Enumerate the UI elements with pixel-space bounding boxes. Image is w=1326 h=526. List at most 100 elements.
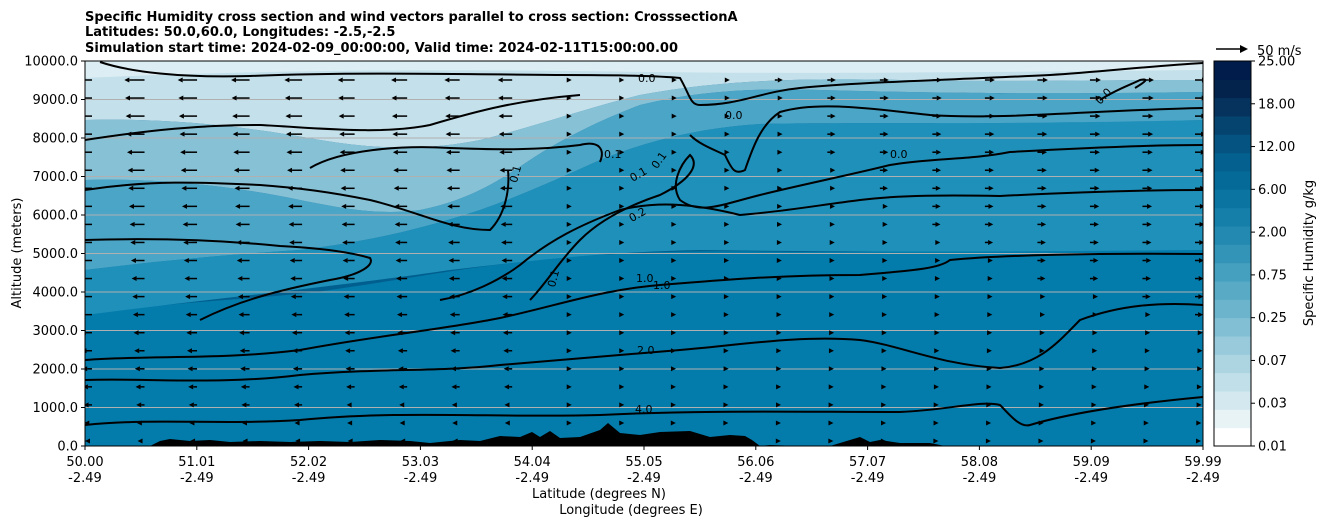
wind-vector-arrowhead-icon xyxy=(135,384,141,390)
wind-vector-arrowhead-icon xyxy=(936,149,942,155)
wind-vector-arrowhead-icon xyxy=(451,384,457,390)
wind-vector-arrowhead-icon xyxy=(776,276,782,282)
wind-vector-arrowhead-icon xyxy=(1198,294,1203,300)
wind-vector-arrowhead-icon xyxy=(292,348,298,354)
wind-vector-arrowhead-icon xyxy=(447,221,453,227)
humidity-fill-band-1 xyxy=(85,250,1203,446)
y-tick-label: 0.0 xyxy=(57,440,78,455)
wind-vector-arrowhead-icon xyxy=(444,95,450,101)
wind-vector-arrowhead-icon xyxy=(671,149,677,155)
wind-vector-arrowhead-icon xyxy=(828,420,834,426)
wind-vector-arrowhead-icon xyxy=(180,149,186,155)
wind-vector-arrowhead-icon xyxy=(236,239,242,245)
wind-vector-arrowhead-icon xyxy=(566,438,572,444)
wind-vector-arrowhead-icon xyxy=(79,294,84,299)
wind-vector-arrowhead-icon xyxy=(134,348,140,354)
wind-vector-arrowhead-icon xyxy=(1039,366,1045,372)
contour-label-1-0-b: 1.0 xyxy=(653,279,671,292)
wind-vector-arrowhead-icon xyxy=(1145,330,1151,336)
wind-vector-arrowhead-icon xyxy=(619,113,625,119)
wind-vector-arrowhead-icon xyxy=(132,294,138,300)
wind-vector-arrowhead-icon xyxy=(724,167,730,173)
wind-vector-arrowhead-icon xyxy=(177,77,183,83)
wind-vector-arrowhead-icon xyxy=(185,294,191,300)
wind-vector-arrowhead-icon xyxy=(130,239,136,245)
wind-vector-arrowhead-icon xyxy=(341,203,347,209)
x-tick-label-lon: -2.49 xyxy=(515,471,549,486)
wind-vector-arrowhead-icon xyxy=(232,131,238,137)
colorbar-tick-label: 0.75 xyxy=(1258,268,1287,283)
wind-vector-arrowhead-icon xyxy=(342,239,348,245)
wind-vector-arrowhead-icon xyxy=(987,258,993,263)
wind-vector-arrowhead-icon xyxy=(504,402,510,408)
contour-lines xyxy=(85,61,1203,427)
wind-vector-arrowhead-icon xyxy=(883,113,889,119)
wind-vector-arrowhead-icon xyxy=(446,149,452,155)
wind-vector-arrowhead-icon xyxy=(183,258,189,263)
wind-vector-arrowhead-icon xyxy=(504,420,510,426)
wind-vector-arrowhead-icon xyxy=(452,438,458,444)
wind-vector-arrowhead-icon xyxy=(498,131,504,137)
wind-vector-arrowhead-icon xyxy=(399,420,405,426)
colorbar: 0.01 0.03 0.07 0.25 0.75 2.00 6.00 12.00 18.00 25… xyxy=(1213,55,1317,455)
wind-vector-arrowhead-icon xyxy=(291,312,297,318)
wind-vector-arrowhead-icon xyxy=(451,366,457,372)
wind-vector-arrowhead-icon xyxy=(1092,348,1098,354)
wind-vector-arrowhead-icon xyxy=(1093,221,1099,227)
wind-vector-arrowhead-icon xyxy=(619,384,625,390)
wind-vector-arrowhead-icon xyxy=(1042,95,1048,101)
wind-vectors xyxy=(79,77,1203,444)
wind-vector-arrowhead-icon xyxy=(1196,384,1202,390)
wind-vector-arrowhead-icon xyxy=(882,221,888,227)
wind-vector-arrowhead-icon xyxy=(288,221,294,227)
colorbar-step xyxy=(1214,409,1251,429)
x-tick-label-lon: -2.49 xyxy=(963,471,997,486)
wind-vector-arrowhead-icon xyxy=(498,113,504,119)
contour-0-1-west xyxy=(85,238,372,321)
wind-vector-arrowhead-icon xyxy=(130,258,136,263)
wind-vector-arrowhead-icon xyxy=(1197,330,1203,336)
wind-vector-arrowhead-icon xyxy=(127,167,133,173)
wind-vector-arrowhead-icon xyxy=(830,149,836,155)
wind-vector-arrowhead-icon xyxy=(1038,402,1044,408)
wind-vector-arrowhead-icon xyxy=(776,330,782,336)
wind-vector-arrowhead-icon xyxy=(128,185,134,191)
wind-vector-arrowhead-icon xyxy=(566,420,572,426)
wind-vector-arrowhead-icon xyxy=(777,113,783,119)
wind-vector-arrowhead-icon xyxy=(1042,77,1048,83)
wind-vector-arrowhead-icon xyxy=(1091,384,1097,390)
wind-vector-arrowhead-icon xyxy=(829,330,835,336)
wind-vector-arrowhead-icon xyxy=(1144,366,1150,372)
wind-vector-arrowhead-icon xyxy=(234,185,240,191)
wind-vector-arrowhead-icon xyxy=(988,203,994,209)
wind-vector-arrowhead-icon xyxy=(182,221,188,227)
wind-vector-arrowhead-icon xyxy=(393,167,399,173)
wind-vector-arrowhead-icon xyxy=(1040,276,1046,282)
wind-vector-arrowhead-icon xyxy=(671,185,677,191)
x-tick-label-lat: 54.04 xyxy=(514,455,551,470)
wind-vector-arrowhead-icon xyxy=(1039,384,1045,390)
wind-vector-arrowhead-icon xyxy=(294,402,300,408)
wind-vector-arrowhead-icon xyxy=(566,185,572,191)
wind-vector-arrowhead-icon xyxy=(499,167,505,173)
wind-vector-arrowhead-icon xyxy=(85,420,90,426)
wind-vector-arrowhead-icon xyxy=(619,348,625,354)
wind-vector-arrowhead-icon xyxy=(882,185,888,191)
wind-vector-arrowhead-icon xyxy=(670,402,676,408)
wind-vector-arrowhead-icon xyxy=(671,113,677,119)
y-tick-label: 5000.0 xyxy=(33,247,79,262)
wind-vector-arrowhead-icon xyxy=(566,95,572,101)
wind-vector-arrowhead-icon xyxy=(882,294,888,300)
wind-vector-arrowhead-icon xyxy=(1197,348,1203,354)
wind-vector-arrowhead-icon xyxy=(1199,239,1203,245)
colorbar-step xyxy=(1214,134,1251,154)
wind-vector-arrowhead-icon xyxy=(777,203,783,209)
wind-vector-arrowhead-icon xyxy=(883,95,889,101)
wind-vector-arrowhead-icon xyxy=(828,384,834,390)
wind-vector-arrowhead-icon xyxy=(231,95,237,101)
wind-vector-arrowhead-icon xyxy=(566,203,572,209)
wind-vector-arrowhead-icon xyxy=(619,239,625,245)
wind-vector-arrowhead-icon xyxy=(1144,348,1150,354)
wind-vector-arrowhead-icon xyxy=(777,149,783,155)
y-tick-label: 2000.0 xyxy=(33,363,79,378)
